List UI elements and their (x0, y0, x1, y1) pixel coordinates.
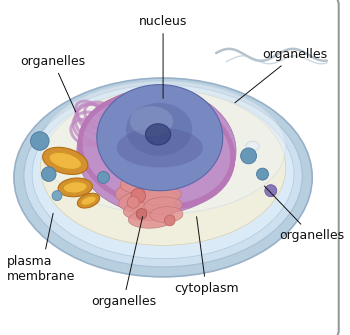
Text: organelles: organelles (265, 186, 344, 242)
Ellipse shape (24, 85, 302, 267)
Circle shape (155, 173, 164, 182)
Circle shape (265, 185, 277, 197)
Ellipse shape (77, 88, 236, 214)
Circle shape (257, 168, 268, 180)
Ellipse shape (58, 178, 92, 197)
Circle shape (136, 209, 147, 219)
Ellipse shape (146, 124, 171, 145)
Ellipse shape (150, 207, 183, 222)
Ellipse shape (32, 90, 294, 259)
Text: nucleus: nucleus (139, 15, 187, 98)
Ellipse shape (119, 189, 178, 213)
Ellipse shape (41, 90, 286, 245)
Ellipse shape (126, 103, 192, 156)
Circle shape (52, 191, 62, 201)
Ellipse shape (63, 182, 87, 193)
Circle shape (131, 188, 146, 203)
Ellipse shape (41, 81, 286, 214)
Circle shape (97, 172, 110, 183)
Ellipse shape (123, 199, 176, 221)
Ellipse shape (43, 147, 88, 175)
Ellipse shape (128, 209, 175, 228)
Ellipse shape (144, 197, 182, 214)
Text: organelles: organelles (21, 55, 86, 112)
Ellipse shape (130, 106, 173, 136)
Ellipse shape (81, 196, 96, 205)
Text: organelles: organelles (91, 217, 156, 308)
Text: organelles: organelles (235, 48, 328, 103)
Ellipse shape (49, 152, 82, 170)
Ellipse shape (117, 128, 203, 168)
Circle shape (41, 167, 56, 182)
Ellipse shape (14, 78, 312, 277)
Ellipse shape (120, 170, 169, 193)
Ellipse shape (115, 178, 178, 204)
Ellipse shape (97, 85, 223, 191)
Circle shape (127, 196, 139, 208)
Ellipse shape (246, 141, 259, 151)
Ellipse shape (138, 186, 181, 205)
Circle shape (30, 132, 49, 150)
Text: cytoplasm: cytoplasm (174, 217, 238, 295)
Circle shape (164, 215, 175, 226)
Circle shape (241, 148, 257, 164)
Ellipse shape (77, 193, 100, 208)
Text: plasma
membrane: plasma membrane (7, 213, 76, 283)
